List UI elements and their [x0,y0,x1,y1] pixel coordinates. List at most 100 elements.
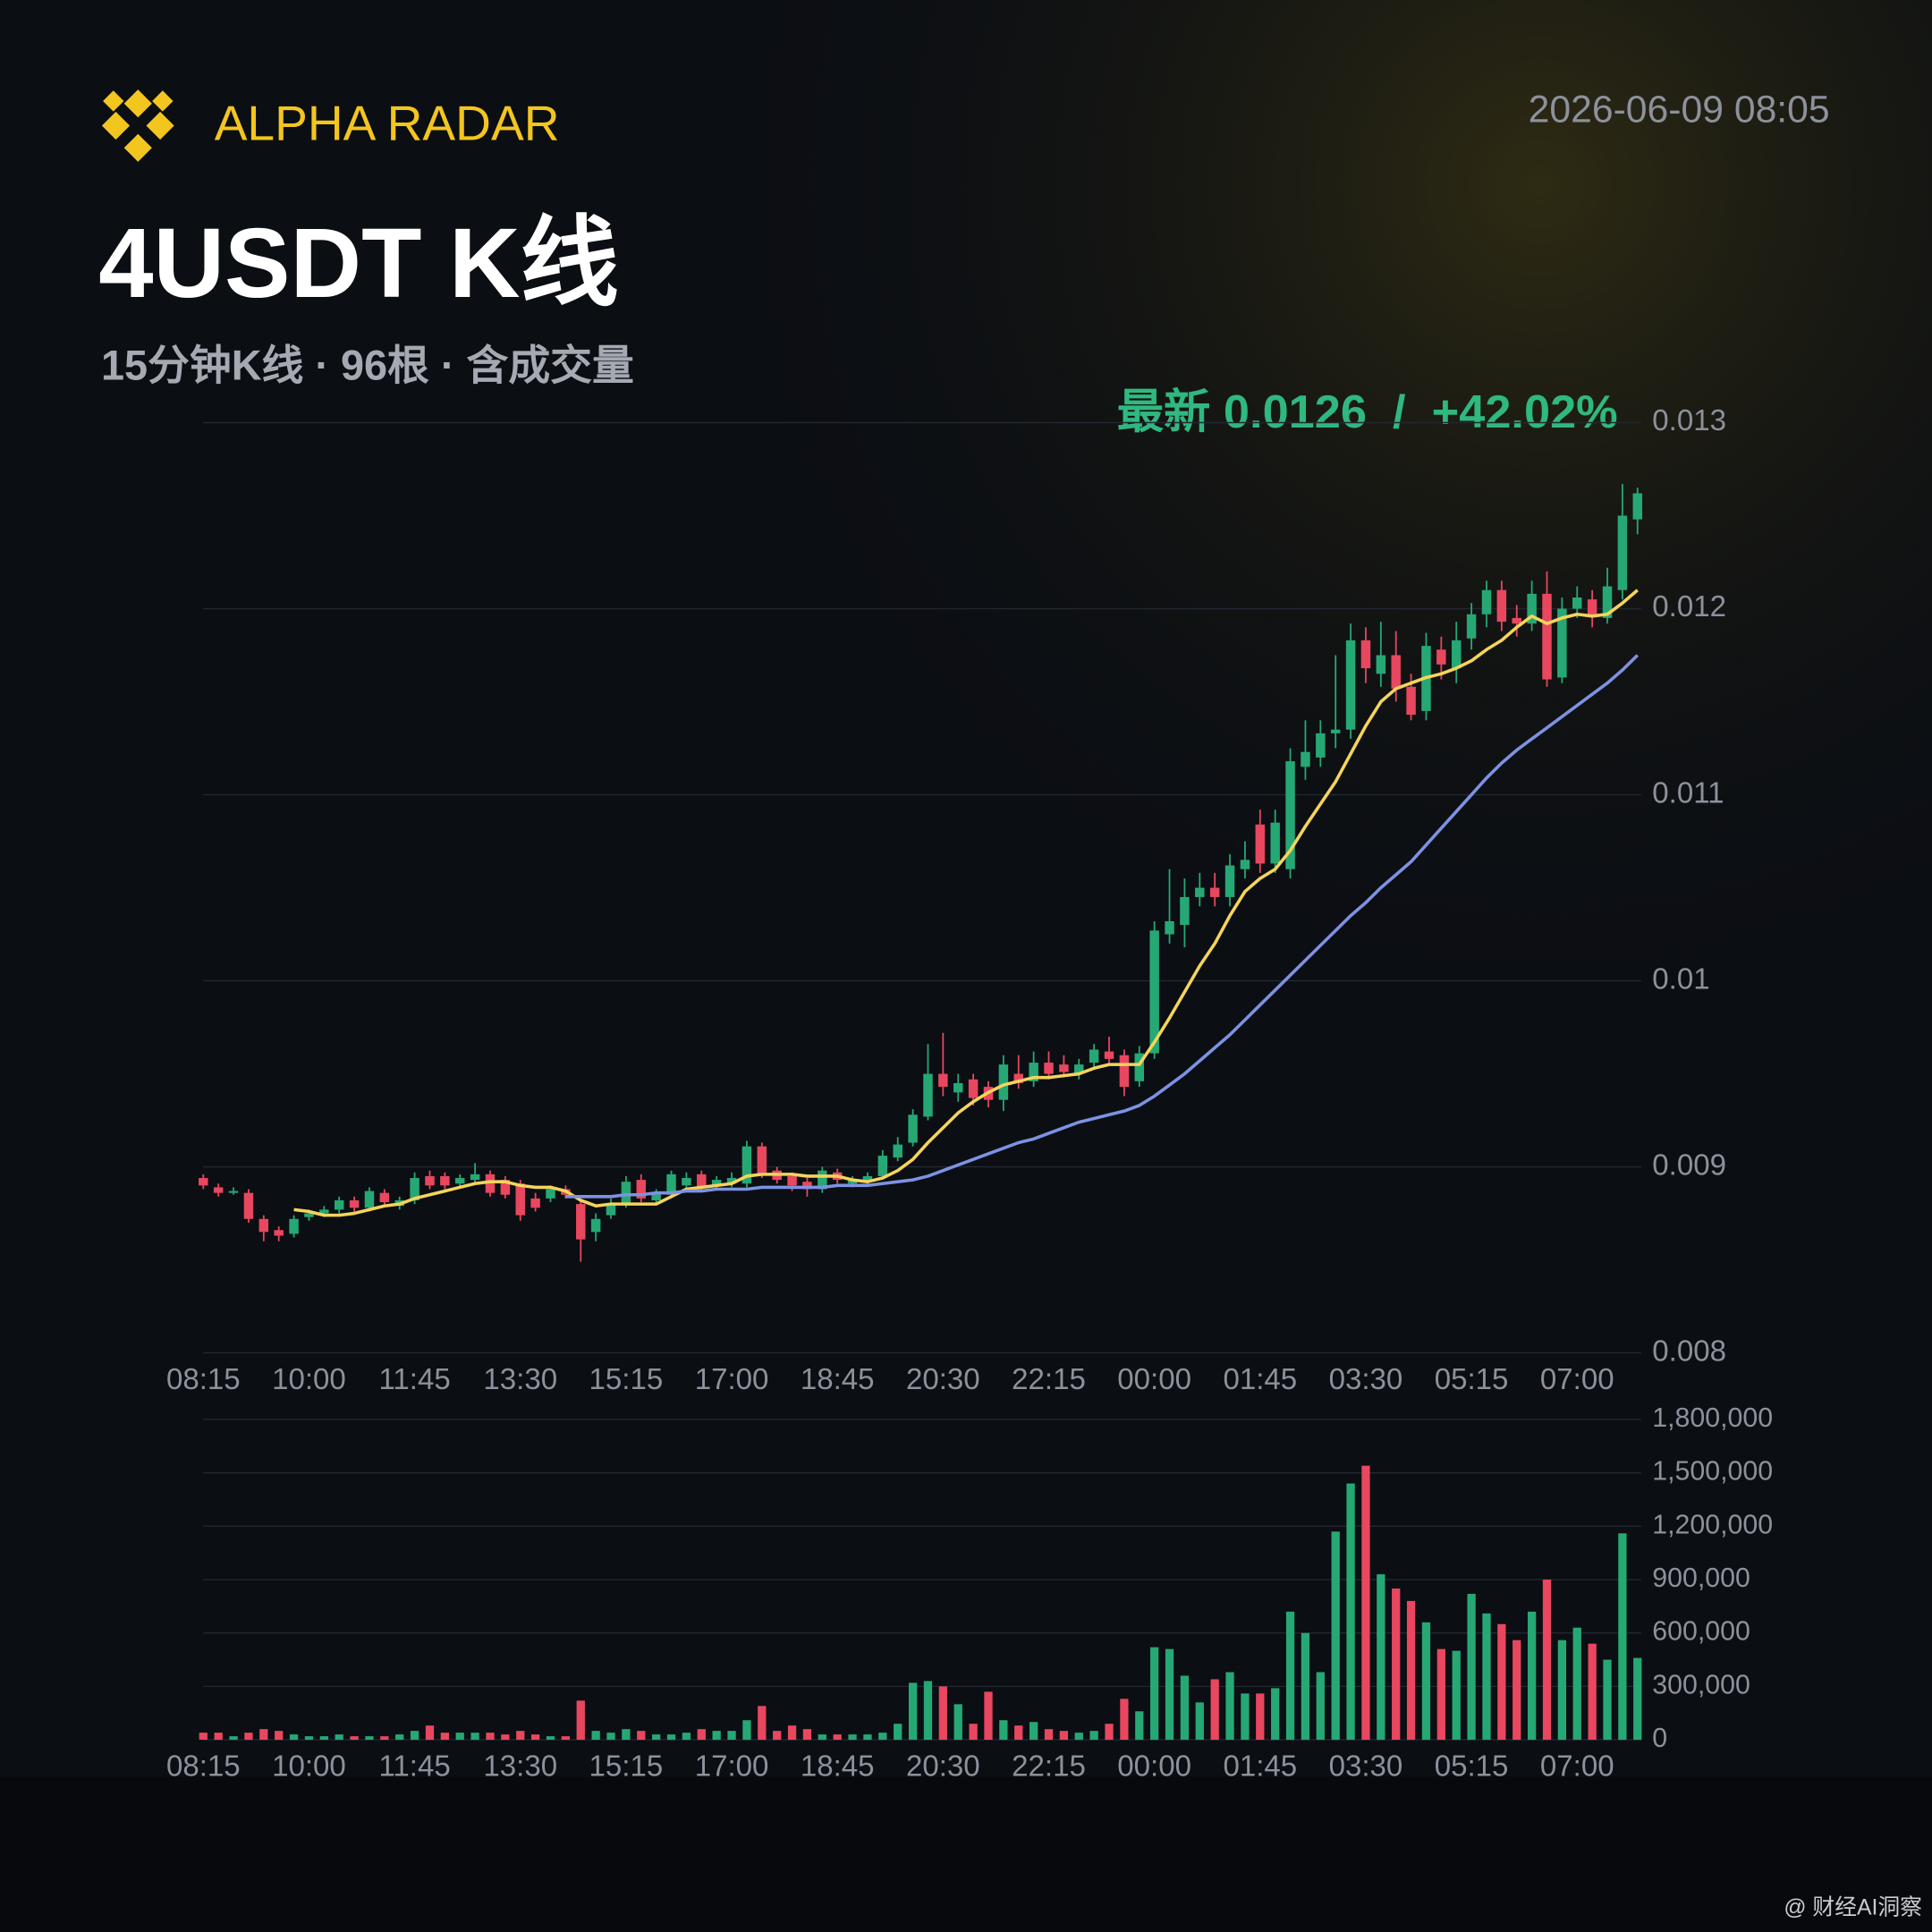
volume-bar [1256,1693,1265,1741]
candle-body [757,1146,767,1174]
candle-body [1542,593,1552,680]
candle-body [1360,640,1371,669]
volume-bar [1271,1688,1280,1741]
candle-body [258,1218,269,1233]
volume-bar [395,1734,404,1741]
volume-bar [848,1734,857,1741]
candle-body [1180,896,1190,926]
volume-bar [1421,1622,1431,1741]
candle-body [1013,1073,1023,1083]
y-tick-label: 900,000 [1652,1563,1750,1593]
candle-body [274,1230,284,1236]
candle-body [1330,729,1341,733]
volume-bar [530,1734,540,1741]
candle-body [1316,733,1326,758]
volume-bar [1572,1627,1581,1741]
volume-bar [773,1731,782,1741]
candle-body [787,1175,797,1186]
candle-body [1406,686,1416,716]
volume-bar [938,1686,947,1741]
candle-body [334,1199,344,1210]
volume-bar [380,1736,389,1741]
candle-body [243,1192,254,1219]
volume-bar [833,1734,842,1741]
candle-body [938,1073,948,1088]
candle-body [530,1198,540,1208]
volume-bar [410,1731,419,1741]
y-tick-label: 0.008 [1652,1335,1726,1368]
y-tick-label: 0.01 [1652,962,1709,996]
x-tick-label: 18:45 [801,1750,875,1784]
candle-body [546,1189,555,1199]
volume-bar [923,1681,933,1741]
volume-bar [1044,1729,1054,1741]
volume-bar [214,1733,223,1741]
candle-body [682,1178,691,1186]
candle-body [651,1192,661,1200]
candle-body [1436,649,1446,665]
candle-body [1451,640,1462,669]
candle-body [485,1174,496,1193]
volume-bar [1331,1531,1340,1741]
volume-bar [1452,1650,1461,1741]
x-tick-label: 05:15 [1435,1363,1509,1396]
volume-bar [275,1731,284,1741]
candle-body [1301,751,1310,767]
candle-body [847,1180,858,1184]
x-tick-label: 10:00 [272,1750,346,1784]
volume-bar [712,1731,721,1741]
y-tick-label: 1,800,000 [1652,1403,1773,1433]
latest-price: 最新 0.0126 / +42.02% [1117,386,1618,438]
volume-bar [1014,1725,1023,1741]
volume-bar [1195,1702,1204,1741]
candle-body [636,1180,647,1199]
candle-body [606,1204,616,1216]
volume-bar [1089,1731,1098,1741]
x-tick-label: 07:00 [1540,1363,1614,1396]
volume-bar [727,1731,736,1741]
candle-body [1089,1049,1099,1063]
x-tick-label: 17:00 [695,1363,769,1396]
candle-body [228,1191,239,1193]
y-tick-label: 300,000 [1652,1670,1750,1699]
candle-body [1224,865,1235,897]
candle-body [470,1174,480,1181]
volume-bar [576,1700,585,1741]
volume-bar [229,1736,238,1741]
chart-title: 4USDT K线 [98,208,619,318]
brand: ALPHA RADAR [215,95,560,150]
volume-bar [259,1729,268,1741]
candle-body [1165,920,1174,935]
candle-body [1029,1063,1038,1081]
candle-body [862,1175,873,1182]
volume-bar [335,1734,343,1741]
x-tick-label: 08:15 [166,1750,241,1784]
candle-body [213,1187,224,1193]
y-tick-label: 0 [1652,1724,1667,1753]
candle-body [1345,640,1356,730]
candle-body [1255,824,1266,864]
candle-body [1119,1055,1130,1088]
candle-body [379,1192,390,1203]
volume-bar [1105,1724,1114,1741]
volume-bar [606,1733,615,1741]
candle-body [1466,614,1477,639]
x-tick-label: 15:15 [589,1363,664,1396]
volume-bar [758,1706,767,1741]
volume-bar [1029,1722,1038,1741]
volume-bar [1225,1672,1234,1741]
volume-bar [953,1704,962,1741]
candle-body [1602,586,1613,618]
volume-bar [455,1733,464,1741]
x-tick-label: 03:30 [1329,1363,1403,1396]
candle-body [1149,930,1159,1054]
volume-bar [742,1720,751,1741]
volume-bar [1150,1647,1159,1741]
candle-body [1481,589,1492,614]
volume-bar [818,1734,826,1741]
volume-bar [1527,1611,1537,1741]
candle-body [711,1180,722,1186]
logo-icon [101,89,174,162]
x-tick-label: 17:00 [695,1750,769,1784]
